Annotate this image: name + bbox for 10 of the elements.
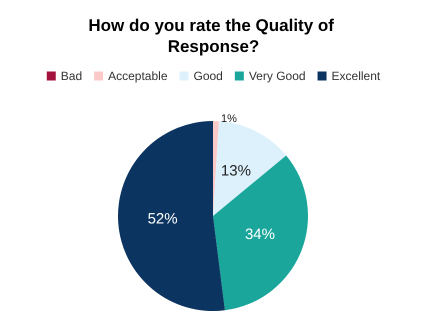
legend-label: Very Good [248, 69, 306, 83]
chart-title: How do you rate the Quality of Response? [88, 16, 339, 56]
legend-label: Good [193, 69, 223, 83]
data-label: 1% [221, 113, 238, 126]
legend-label: Bad [60, 69, 82, 83]
legend-label: Excellent [332, 69, 381, 83]
data-label: 13% [220, 162, 251, 180]
data-label: 34% [244, 226, 275, 244]
data-label: 52% [148, 210, 178, 228]
legend-label: Acceptable [108, 69, 168, 83]
